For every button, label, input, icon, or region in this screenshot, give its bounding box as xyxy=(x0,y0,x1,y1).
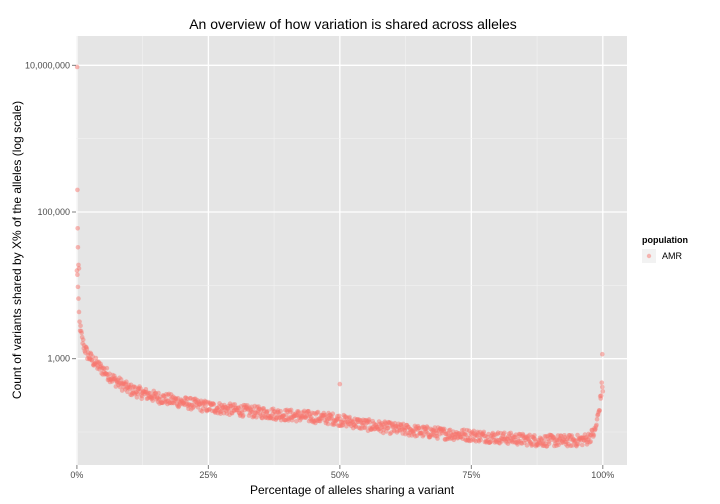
data-point xyxy=(265,408,270,414)
data-point xyxy=(89,358,95,363)
data-point xyxy=(591,432,597,438)
data-point xyxy=(93,355,99,361)
data-point-outlier xyxy=(76,266,82,271)
data-point xyxy=(579,442,585,448)
data-point xyxy=(76,309,82,315)
data-point-outlier xyxy=(74,64,80,70)
y-tick-label: 100,000 xyxy=(37,207,70,217)
data-point xyxy=(76,296,81,301)
data-point xyxy=(78,323,83,329)
data-point xyxy=(250,407,256,412)
legend-title: population xyxy=(642,235,688,245)
data-point xyxy=(79,330,84,336)
data-point-outlier xyxy=(75,225,80,231)
data-point xyxy=(532,433,537,438)
data-point xyxy=(471,428,477,434)
data-point xyxy=(278,408,283,414)
data-point xyxy=(134,395,140,400)
data-point-outlier xyxy=(337,381,343,387)
data-point xyxy=(597,408,602,413)
x-tick-label: 0% xyxy=(70,470,83,480)
data-point xyxy=(156,390,161,396)
chart-title: An overview of how variation is shared a… xyxy=(189,16,517,32)
data-point xyxy=(502,430,507,436)
x-tick-label: 100% xyxy=(591,470,614,480)
data-point xyxy=(147,390,153,396)
data-point-outlier xyxy=(76,262,81,268)
data-point xyxy=(211,402,217,407)
data-point xyxy=(347,414,352,420)
data-point xyxy=(421,432,427,438)
data-point xyxy=(569,433,575,438)
y-tick-label: 10,000,000 xyxy=(25,60,70,70)
y-axis-label: Count of variants shared by X% of the al… xyxy=(10,101,24,399)
data-point xyxy=(240,413,246,418)
y-axis-ticks: 1,000 100,000 10,000,000 xyxy=(25,60,76,364)
data-point xyxy=(598,393,604,398)
data-point-outlier xyxy=(599,351,605,357)
x-axis-label: Percentage of alleles sharing a variant xyxy=(250,483,455,497)
data-point xyxy=(138,386,143,391)
data-point xyxy=(594,416,600,422)
data-point xyxy=(124,379,129,385)
data-point xyxy=(442,426,447,432)
data-point xyxy=(77,319,82,324)
data-point xyxy=(84,346,90,352)
legend-key-point xyxy=(646,253,652,259)
legend-label-amr: AMR xyxy=(662,251,683,261)
data-point xyxy=(254,414,259,420)
data-point xyxy=(524,443,530,448)
x-tick-label: 75% xyxy=(462,470,480,480)
data-point xyxy=(488,439,493,445)
data-point xyxy=(600,389,606,394)
data-point xyxy=(80,337,86,343)
x-axis-ticks: 0% 25% 50% 75% 100% xyxy=(70,465,614,480)
data-point xyxy=(599,380,605,385)
data-point xyxy=(296,409,301,414)
data-point-outlier xyxy=(75,187,80,193)
data-point xyxy=(594,422,599,428)
data-point xyxy=(75,284,81,290)
x-tick-label: 50% xyxy=(331,470,349,480)
y-grid xyxy=(76,64,627,433)
data-point xyxy=(575,441,581,447)
x-tick-label: 25% xyxy=(199,470,217,480)
data-point xyxy=(330,411,336,417)
data-point xyxy=(288,407,294,413)
data-point xyxy=(118,377,124,382)
data-point-outlier xyxy=(75,245,81,250)
data-point xyxy=(104,365,110,371)
data-point xyxy=(232,402,238,407)
data-point xyxy=(481,429,487,435)
data-point xyxy=(315,409,321,415)
data-point xyxy=(385,425,391,431)
data-point xyxy=(75,272,80,278)
data-point xyxy=(325,421,331,427)
data-point xyxy=(203,403,208,409)
y-tick-label: 1,000 xyxy=(47,354,70,364)
data-point xyxy=(117,384,123,390)
data-point xyxy=(435,436,440,441)
data-point xyxy=(363,424,368,430)
data-point xyxy=(588,439,593,444)
legend: population AMR xyxy=(642,235,688,263)
data-point xyxy=(546,441,552,446)
scatter-points xyxy=(74,64,606,449)
data-point xyxy=(294,418,299,424)
data-point xyxy=(478,437,483,443)
data-point xyxy=(599,384,605,390)
data-point xyxy=(432,425,438,430)
data-point xyxy=(150,398,156,403)
